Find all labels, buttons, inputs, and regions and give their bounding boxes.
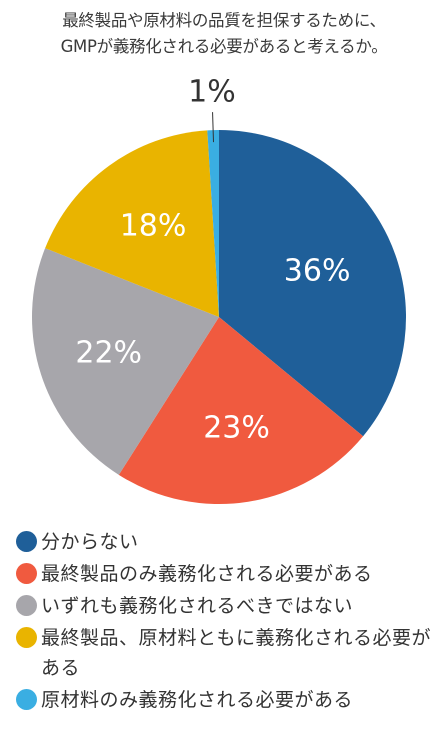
pie-slice-1 [219,130,407,437]
legend-label-4: 最終製品、原材料ともに義務化される必要がある [41,627,432,679]
slice-label-3: 22% [75,335,142,370]
legend-label-2: 最終製品のみ義務化される必要がある [41,563,373,585]
chart-title-line-1: 最終製品や原材料の品質を担保するために、 [62,11,386,30]
legend-swatch-1 [16,531,37,552]
pie-slice-2 [118,317,364,505]
legend-swatch-3 [16,595,37,616]
chart-title-line-2: GMPが義務化される必要があると考えるか。 [60,37,388,56]
legend-swatch-4 [16,627,37,648]
slice-label-5: 1% [188,75,236,110]
legend-label-5: 原材料のみ義務化される必要がある [41,689,354,711]
legend-label-3: いずれも義務化されるべきではない [41,595,354,617]
legend-item-2: 最終製品のみ義務化される必要がある [16,559,436,589]
legend-label-1: 分からない [41,531,139,553]
pie-slice-5 [207,130,219,317]
legend-item-3: いずれも義務化されるべきではない [16,591,436,621]
callout-line-5 [212,112,214,143]
slice-label-2: 23% [203,410,270,445]
legend-item-1: 分からない [16,527,436,557]
chart-title: 最終製品や原材料の品質を担保するために、 GMPが義務化される必要があると考える… [0,8,448,60]
legend: 分からない最終製品のみ義務化される必要がある いずれも義務化されるべきではない最終… [16,527,436,717]
slice-label-1: 36% [284,253,351,288]
pie-slice-4 [45,130,219,317]
slice-label-4: 18% [120,209,187,244]
legend-swatch-5 [16,689,37,710]
pie-chart: 36% 23% 22% 18% 1% [31,75,407,505]
pie-slice-3 [31,248,219,475]
legend-swatch-2 [16,563,37,584]
legend-item-4: 最終製品、原材料ともに義務化される必要がある [16,623,436,683]
legend-item-5: 原材料のみ義務化される必要がある [16,685,436,715]
